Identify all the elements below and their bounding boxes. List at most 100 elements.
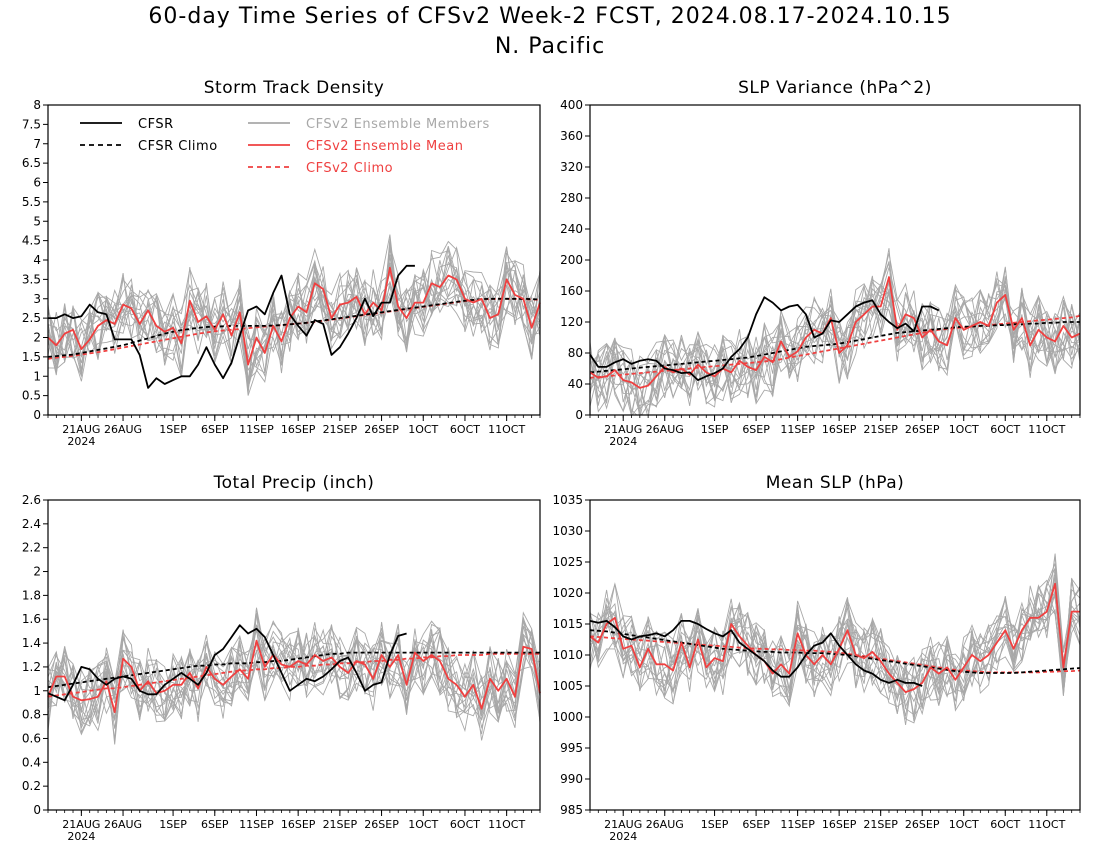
x-tick-label: 6OCT	[990, 423, 1020, 436]
y-tick-label: 240	[560, 222, 583, 236]
cfsr-line	[589, 620, 923, 687]
cfsv2-ensemble-mean-line	[589, 276, 1081, 389]
ensemble-member-line	[48, 613, 540, 727]
panel-title: SLP Variance (hPa^2)	[738, 78, 932, 98]
ensemble-member-line	[590, 574, 1080, 707]
x-tick-label: 26SEP	[364, 818, 399, 831]
y-tick-label: 2.5	[22, 311, 41, 325]
cfsv2-ensemble-mean-line	[47, 266, 541, 366]
y-tick-label: 6	[33, 176, 41, 190]
y-tick-label: 990	[560, 772, 583, 786]
x-tick-label: 11OCT	[1028, 423, 1065, 436]
ensemble-member-line	[48, 625, 540, 724]
ensemble-member-line	[48, 611, 540, 735]
y-tick-label: 5	[33, 214, 41, 228]
panel-title: Storm Track Density	[204, 78, 385, 98]
x-tick-label: 6SEP	[742, 423, 770, 436]
panel-title: Total Precip (inch)	[213, 473, 375, 493]
x-tick-label: 16SEP	[822, 818, 857, 831]
x-tick-label: 11SEP	[239, 423, 274, 436]
ensemble-member-line	[48, 623, 540, 740]
y-tick-label: 40	[568, 377, 583, 391]
y-tick-label: 0	[33, 408, 41, 422]
y-tick-label: 2.4	[22, 517, 41, 531]
x-year-label: 2024	[609, 830, 637, 843]
ensemble-member-line	[590, 578, 1080, 714]
ensemble-member-line	[590, 588, 1080, 710]
x-tick-label: 11SEP	[239, 818, 274, 831]
x-year-label: 2024	[609, 435, 637, 448]
y-tick-label: 8	[33, 98, 41, 112]
mean-slp-panel: Mean SLP (hPa) 985 990 995 1000 1005 1010 1015 1…	[552, 473, 1081, 843]
x-tick-label: 26AUG	[104, 423, 142, 436]
y-tick-label: 1000	[552, 710, 583, 724]
y-tick-label: 2.6	[22, 493, 41, 507]
ensemble-member-line	[48, 624, 540, 741]
x-tick-label: 26AUG	[646, 423, 684, 436]
x-tick-label: 6OCT	[450, 818, 480, 831]
y-tick-label: 0.2	[22, 779, 41, 793]
y-tick-label: 1010	[552, 648, 583, 662]
x-tick-label: 11OCT	[488, 423, 525, 436]
x-tick-label: 11OCT	[488, 818, 525, 831]
x-tick-label: 6OCT	[450, 423, 480, 436]
ensemble-member-line	[590, 583, 1080, 709]
x-tick-label: 1SEP	[701, 818, 729, 831]
ensemble-member-line	[590, 283, 1080, 403]
y-tick-label: 0.8	[22, 708, 41, 722]
total-precip-panel: Total Precip (inch) 0 0.2 0.4 0.6 0.8 1 1.2 1.4 1…	[22, 473, 541, 843]
ensemble-member-line	[48, 255, 540, 361]
x-tick-label: 11OCT	[1028, 818, 1065, 831]
x-tick-label: 16SEP	[822, 423, 857, 436]
cfsv2-ensemble-mean-line	[589, 582, 1080, 694]
ensemble-members	[590, 248, 1080, 415]
x-tick-label: 6SEP	[742, 818, 770, 831]
ensemble-member-line	[48, 251, 540, 374]
y-tick-label: 160	[560, 284, 583, 298]
x-tick-label: 1OCT	[949, 423, 979, 436]
y-tick-label: 1030	[552, 524, 583, 538]
x-tick-label: 26SEP	[364, 423, 399, 436]
x-tick-label: 16SEP	[281, 818, 316, 831]
cfsr-line	[47, 624, 407, 702]
x-tick-label: 1OCT	[408, 423, 438, 436]
y-tick-label: 1035	[552, 493, 583, 507]
y-tick-label: 7	[33, 137, 41, 151]
cfsv2-climo-line	[589, 314, 1081, 379]
x-tick-label: 26AUG	[104, 818, 142, 831]
ensemble-member-line	[590, 576, 1080, 717]
cfsr-climo-line	[589, 321, 1080, 374]
x-year-label: 2024	[67, 435, 95, 448]
ensemble-member-line	[590, 579, 1080, 725]
legend-label: CFSv2 Ensemble Members	[306, 117, 490, 132]
x-tick-label: 26SEP	[905, 818, 940, 831]
figure-title: 60-day Time Series of CFSv2 Week-2 FCST,…	[148, 4, 952, 29]
ensemble-member-line	[48, 246, 540, 389]
y-tick-label: 1.4	[22, 636, 41, 650]
x-tick-label: 21AUG	[604, 818, 642, 831]
y-tick-label: 6.5	[22, 156, 41, 170]
y-tick-label: 1020	[552, 586, 583, 600]
x-tick-label: 21SEP	[323, 423, 358, 436]
x-tick-label: 1SEP	[701, 423, 729, 436]
cfsr-climo-line	[47, 651, 540, 689]
cfsv2-climo-line	[47, 652, 540, 698]
y-tick-label: 200	[560, 253, 583, 267]
slp-variance-panel: SLP Variance (hPa^2) 0 40 80 120 160 200 240 280…	[560, 78, 1081, 448]
y-tick-label: 1005	[552, 679, 583, 693]
y-tick-label: 1	[33, 369, 41, 383]
y-tick-label: 0.5	[22, 389, 41, 403]
legend: CFSR CFSR Climo CFSv2 Ensemble Members CFSv…	[80, 117, 490, 176]
y-tick-label: 2	[33, 331, 41, 345]
y-tick-label: 4	[33, 253, 41, 267]
x-tick-label: 21SEP	[863, 423, 898, 436]
ensemble-member-line	[590, 582, 1080, 703]
y-tick-label: 1	[33, 684, 41, 698]
x-tick-label: 21SEP	[863, 818, 898, 831]
x-tick-label: 6SEP	[201, 818, 229, 831]
ensemble-member-line	[590, 288, 1080, 415]
y-tick-label: 2	[33, 565, 41, 579]
ensemble-members	[590, 553, 1080, 725]
ensemble-member-line	[48, 624, 540, 725]
figure-subtitle: N. Pacific	[494, 34, 606, 59]
